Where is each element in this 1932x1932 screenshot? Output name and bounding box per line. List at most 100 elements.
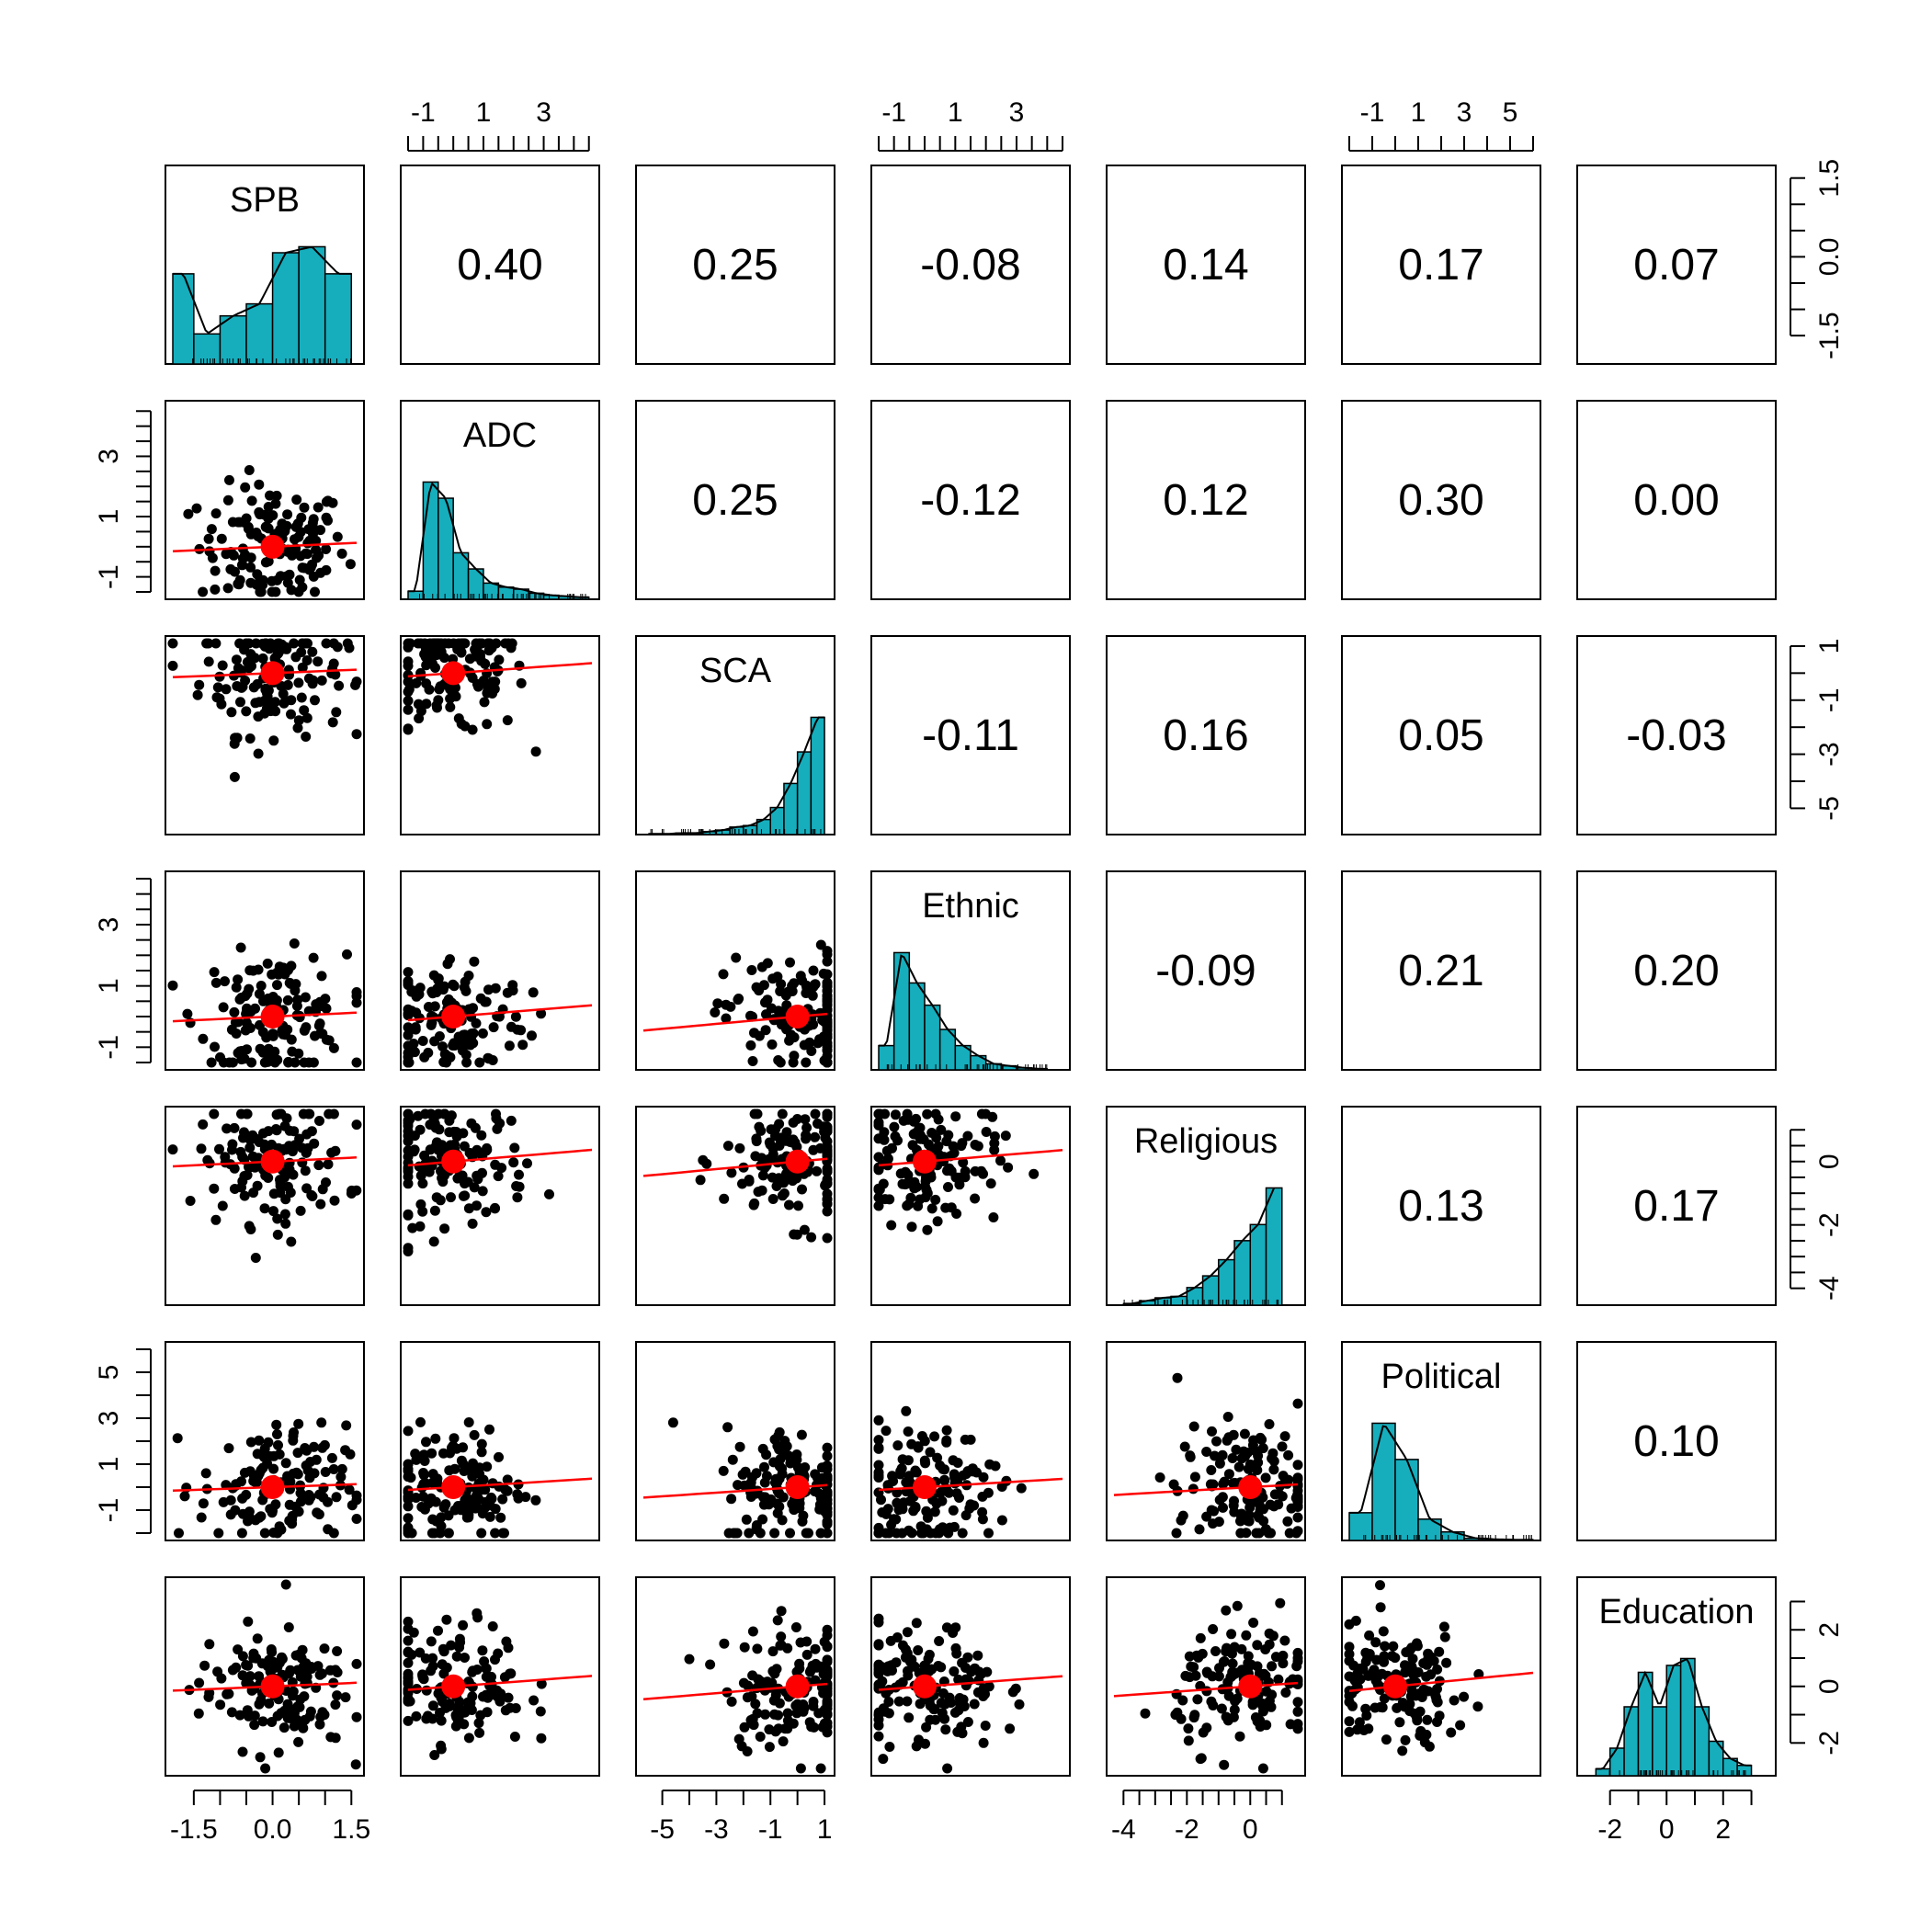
scatter-point: [280, 1194, 291, 1205]
scatter-point: [494, 1696, 506, 1707]
scatter-point: [996, 1482, 1007, 1492]
scatter-point: [528, 1695, 540, 1706]
scatter-point: [806, 1046, 817, 1056]
scatter-point: [253, 964, 264, 975]
scatter-point: [403, 1210, 414, 1221]
tick-label: -5: [650, 1814, 675, 1845]
scatter-point: [249, 1720, 260, 1731]
scatter-point: [273, 1747, 284, 1758]
scatter-point: [490, 1528, 501, 1539]
panel-frame: [165, 870, 365, 1071]
scatter-point: [236, 993, 247, 1003]
scatter-point: [490, 1202, 500, 1213]
scatter-point: [530, 746, 541, 757]
scatter-point: [954, 1693, 965, 1703]
bottom-axis-6: -2 0 2: [1597, 1790, 1753, 1845]
scatter-point: [287, 1518, 298, 1529]
scatter-point: [321, 512, 332, 523]
scatter-point: [292, 722, 303, 733]
scatter-point: [822, 1045, 833, 1056]
scatter-point: [198, 586, 209, 597]
scatter-point: [932, 1216, 943, 1227]
scatter-point: [1251, 1528, 1262, 1539]
scatter-point: [417, 1669, 428, 1680]
scatter-point: [1244, 1509, 1255, 1520]
scatter-point: [970, 1140, 981, 1150]
scatter-point: [1277, 1441, 1288, 1452]
scatter-point: [296, 1142, 307, 1154]
scatter-point: [279, 1209, 290, 1220]
scatter-point: [507, 980, 518, 991]
bottom-axis-2: -5 -3 -1 1: [650, 1790, 832, 1845]
scatter-point: [437, 1173, 448, 1184]
scatter-point: [512, 1192, 523, 1203]
scatter-point: [304, 1710, 315, 1722]
scatter-point: [292, 1665, 303, 1676]
scatter-point: [936, 1124, 947, 1135]
scatter-point: [904, 1477, 915, 1488]
scatter-point: [344, 1484, 355, 1495]
panel-frame: [1576, 1341, 1777, 1541]
scatter-point: [1195, 1680, 1206, 1691]
scatter-point: [439, 653, 449, 664]
scatter-point: [812, 1165, 823, 1176]
scatter-point: [1252, 1465, 1263, 1475]
scatter-point: [1377, 1702, 1388, 1713]
scatter-point: [419, 1051, 430, 1063]
scatter-point: [296, 647, 307, 658]
scatter-point: [314, 1669, 325, 1680]
scatter-point: [763, 1154, 774, 1165]
scatter-point: [1223, 1469, 1234, 1480]
panel-0-2: 0.25: [635, 165, 835, 365]
scatter-point: [474, 1469, 485, 1480]
scatter-point: [483, 645, 494, 656]
scatter-point: [431, 987, 442, 998]
panel-1-0: [165, 400, 365, 600]
scatter-point: [500, 1705, 511, 1716]
scatter-point: [411, 1493, 422, 1503]
scatter-point: [822, 1038, 833, 1049]
scatter-point: [751, 1136, 762, 1147]
scatter-point: [328, 1042, 339, 1053]
scatter-point: [472, 1502, 483, 1513]
scatter-point: [1381, 1734, 1392, 1745]
scatter-point: [1185, 1450, 1196, 1461]
scatter-point: [261, 703, 272, 714]
scatter-point: [295, 1205, 306, 1216]
scatter-point: [403, 1623, 414, 1634]
scatter-point: [746, 965, 757, 975]
scatter-point: [873, 1443, 884, 1454]
scatter-point: [254, 1435, 265, 1446]
scatter-point: [276, 680, 287, 691]
scatter-point: [808, 965, 819, 976]
scatter-point: [810, 979, 821, 990]
histogram-bar: [810, 716, 825, 835]
scatter-point: [1219, 1759, 1230, 1770]
scatter-point: [1189, 1710, 1200, 1721]
scatter-point: [1177, 1510, 1188, 1521]
scatter-point: [454, 1642, 465, 1653]
scatter-point: [272, 638, 283, 649]
scatter-point: [248, 1188, 259, 1199]
scatter-point: [351, 987, 362, 997]
scatter-point: [1432, 1684, 1442, 1695]
scatter-point: [924, 1649, 935, 1660]
scatter-point: [948, 1141, 959, 1152]
scatter-point: [1016, 1483, 1027, 1494]
scatter-point: [321, 638, 332, 649]
scatter-point: [911, 1113, 922, 1124]
right-axis-6: -2 0 2: [1790, 1600, 1845, 1756]
panel-frame: [1106, 165, 1306, 365]
tick-label: -3: [1814, 742, 1845, 767]
scatter-point: [330, 1665, 341, 1676]
scatter-point: [1267, 1448, 1279, 1459]
scatter-point: [198, 1119, 209, 1130]
scatter-point: [777, 1190, 788, 1201]
scatter-point: [243, 1616, 254, 1627]
panel-frame: [635, 165, 835, 365]
scatter-point: [726, 1696, 737, 1707]
scatter-point: [313, 1661, 324, 1672]
scatter-point: [253, 748, 264, 759]
scatter-point: [351, 1494, 362, 1506]
scatter-point: [244, 663, 255, 674]
